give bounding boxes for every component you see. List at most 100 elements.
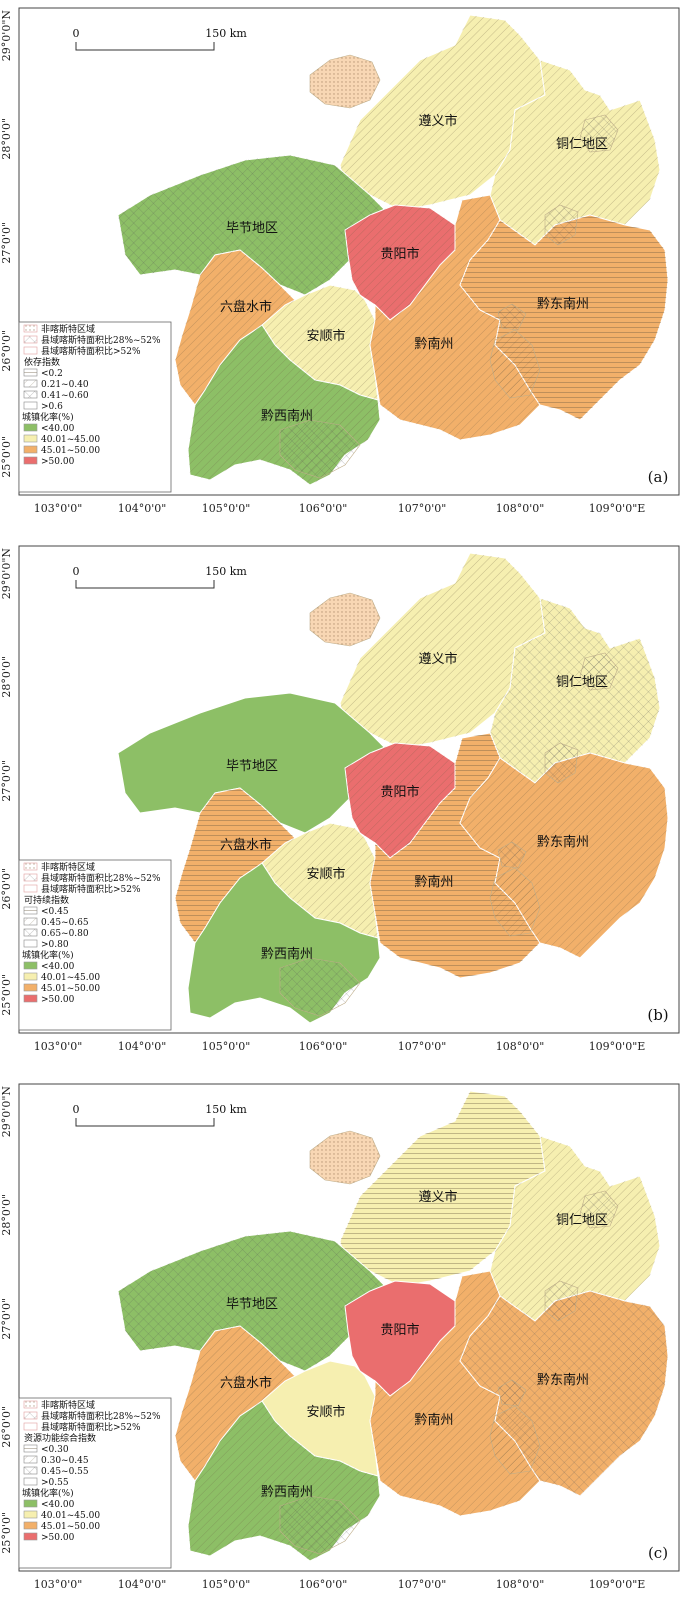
region-hatch: [490, 60, 660, 245]
x-tick-label: 109°0'0"E: [589, 1040, 646, 1053]
legend-swatch: [23, 983, 38, 992]
legend-swatch: [23, 401, 38, 410]
x-tick-label: 104°0'0": [118, 1040, 167, 1053]
scale-start: 0: [73, 565, 80, 578]
map-panel-c: 遵义市 铜仁地区 毕节地区 贵阳市 六盘水市 安顺市 黔南州 黔东南州 黔西南州 103°0'0"…: [0, 1076, 700, 1614]
legend-swatch: [23, 1499, 38, 1508]
x-tick-label: 105°0'0": [202, 502, 251, 515]
x-tick-label: 108°0'0": [496, 502, 545, 515]
region-label: 铜仁地区: [556, 137, 608, 152]
x-tick-label: 106°0'0": [299, 1040, 348, 1053]
legend-swatch: [23, 423, 38, 432]
y-tick-label: 26°0'0": [0, 330, 13, 372]
legend-item: 0.45~0.65: [41, 918, 89, 928]
legend-swatch: [23, 456, 38, 465]
region-label: 铜仁地区: [556, 675, 608, 690]
x-tick-label: 107°0'0": [398, 1040, 447, 1053]
legend-item: <40.00: [41, 424, 75, 434]
legend-swatch: [23, 368, 38, 377]
y-tick-label: 25°0'0": [0, 436, 13, 478]
y-tick-label: 25°0'0": [0, 1512, 13, 1554]
legend-swatch: [23, 1521, 38, 1530]
karst-patch-hatch: [545, 1281, 578, 1321]
region-hatch: [340, 1091, 545, 1286]
region-label: 贵阳市: [380, 784, 419, 800]
x-tick-label: 104°0'0": [118, 1578, 167, 1591]
x-tick-label: 109°0'0"E: [589, 1578, 646, 1591]
karst-patch-hatch: [498, 304, 526, 330]
scale-end: 150 km: [205, 1103, 247, 1116]
legend: 非喀斯特区域县域喀斯特面积比28%~52%县域喀斯特面积比>52%资源功能综合指…: [18, 1397, 172, 1569]
legend-swatch: [23, 379, 38, 388]
karst-patch-hatch: [545, 743, 578, 783]
region-label: 贵阳市: [380, 1322, 419, 1338]
legend-swatch: [23, 873, 38, 882]
region-hatch: [262, 1361, 378, 1476]
region-label: 六盘水市: [220, 837, 272, 853]
legend-item: 40.01~45.00: [41, 973, 100, 983]
region-label: 贵阳市: [380, 246, 419, 262]
y-tick-label: 29°0'0"N: [0, 1086, 13, 1138]
karst-patch-hatch: [310, 55, 380, 108]
legend-item: <0.30: [41, 1445, 69, 1455]
legend-swatch: [23, 390, 38, 399]
region-label: 黔西南州: [261, 408, 313, 424]
map-panel-a: 遵义市 铜仁地区 毕节地区 贵阳市 六盘水市 安顺市 黔南州 黔东南州 黔西南州 103°0'0"…: [0, 0, 700, 538]
x-tick-label: 107°0'0": [398, 1578, 447, 1591]
scale-end: 150 km: [205, 27, 247, 40]
legend-item: 资源功能综合指数: [24, 1432, 96, 1444]
legend-item: 县域喀斯特面积比28%~52%: [41, 1410, 161, 1422]
y-tick-label: 27°0'0": [0, 1298, 13, 1340]
x-tick-label: 103°0'0": [34, 502, 83, 515]
region-hatch: [175, 1326, 295, 1481]
y-tick-label: 27°0'0": [0, 760, 13, 802]
region-label: 黔南州: [414, 874, 453, 890]
x-tick-label: 103°0'0": [34, 1040, 83, 1053]
karst-patch-hatch: [280, 420, 360, 478]
karst-patch-hatch: [490, 868, 540, 936]
legend-swatch: [23, 961, 38, 970]
region-hatch: [345, 1281, 455, 1396]
x-tick-label: 106°0'0": [299, 1578, 348, 1591]
region-label: 黔西南州: [261, 1484, 313, 1500]
legend-item: 县域喀斯特面积比28%~52%: [41, 334, 161, 346]
region-label: 安顺市: [306, 328, 345, 344]
x-tick-label: 107°0'0": [398, 502, 447, 515]
region-hatch: [118, 155, 395, 295]
karst-patch-hatch: [310, 1131, 380, 1184]
map-panel-b: 遵义市 铜仁地区 毕节地区 贵阳市 六盘水市 安顺市 黔南州 黔东南州 黔西南州 103°0'0"…: [0, 538, 700, 1076]
legend-swatch: [23, 972, 38, 981]
region-hatch: [175, 250, 295, 405]
regions-layer: [117, 1090, 669, 1562]
karst-patch-hatch: [280, 958, 360, 1016]
scale-bar: 0 150 km: [73, 1103, 247, 1127]
legend-item: 40.01~45.00: [41, 435, 100, 445]
legend-item: 40.01~45.00: [41, 1511, 100, 1521]
panel-tag: (c): [648, 1544, 668, 1562]
region-label: 安顺市: [306, 1404, 345, 1420]
legend-swatch: [23, 1444, 38, 1453]
x-tick-label: 105°0'0": [202, 1578, 251, 1591]
region-hatch: [340, 553, 545, 748]
karst-patch-hatch: [580, 115, 618, 152]
legend-item: 0.65~0.80: [41, 929, 89, 939]
region-label: 六盘水市: [220, 299, 272, 315]
legend-item: 非喀斯特区域: [41, 1399, 95, 1411]
karst-patch-hatch: [310, 593, 380, 646]
legend-item: 县域喀斯特面积比>52%: [41, 883, 141, 895]
legend-item: >0.55: [41, 1478, 69, 1488]
legend-item: <40.00: [41, 1500, 75, 1510]
legend-swatch: [23, 862, 38, 871]
legend-item: <0.2: [41, 369, 63, 379]
scale-start: 0: [73, 27, 80, 40]
legend: 非喀斯特区域县域喀斯特面积比28%~52%县域喀斯特面积比>52%可持续指数<0…: [18, 859, 172, 1031]
region-label: 黔南州: [414, 336, 453, 352]
region-hatch: [345, 743, 455, 858]
legend-item: >50.00: [41, 457, 75, 467]
legend-swatch: [23, 928, 38, 937]
legend-item: 城镇化率(%): [22, 411, 74, 423]
legend-swatch: [23, 1532, 38, 1541]
legend-swatch: [23, 1466, 38, 1475]
x-tick-label: 108°0'0": [496, 1578, 545, 1591]
